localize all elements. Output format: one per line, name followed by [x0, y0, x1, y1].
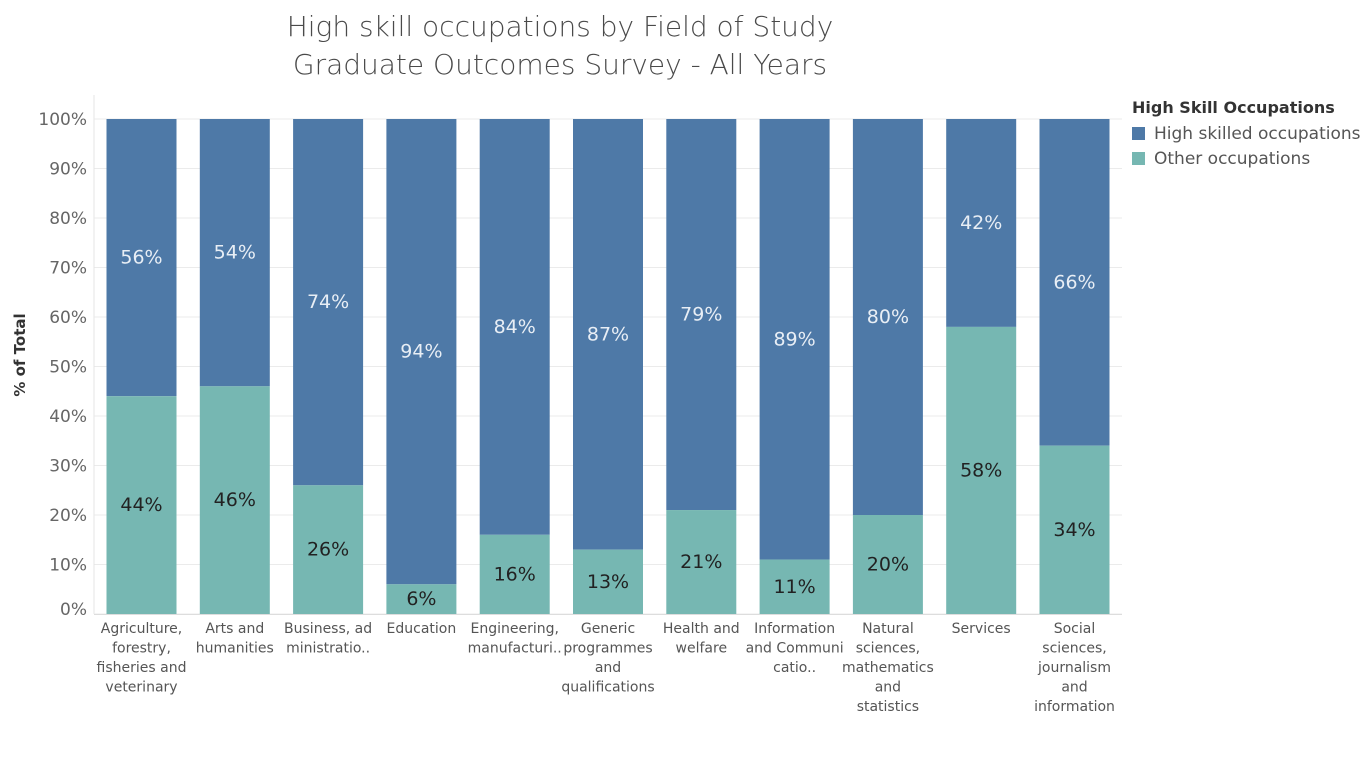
data-label-other: 34%	[1053, 519, 1095, 541]
legend-label-other: Other occupations	[1154, 148, 1311, 169]
bar-other	[573, 549, 643, 614]
bar-high-skilled	[106, 119, 177, 397]
data-label-other: 13%	[587, 571, 629, 593]
data-label-high-skilled: 84%	[494, 316, 536, 338]
chart-title: High skill occupations by Field of Study	[286, 10, 834, 43]
bar-high-skilled	[946, 119, 1017, 327]
chart-subtitle: Graduate Outcomes Survey - All Years	[292, 48, 828, 81]
data-label-high-skilled: 54%	[214, 242, 256, 264]
bar-other	[199, 386, 270, 614]
y-tick-label: 50%	[49, 358, 87, 378]
bar-high-skilled	[666, 119, 737, 511]
bar-other	[479, 534, 550, 614]
bar-other	[852, 515, 923, 614]
bar-high-skilled	[852, 119, 923, 515]
y-tick-label: 30%	[49, 457, 87, 477]
data-label-other: 20%	[867, 554, 909, 576]
y-tick-label: 100%	[38, 110, 87, 130]
y-tick-label: 70%	[49, 259, 87, 279]
bar-other	[386, 584, 457, 614]
x-tick-label: Information and Communi catio..	[746, 621, 844, 676]
bar-high-skilled	[1039, 119, 1110, 446]
x-tick-label: Engineering, manufacturi..	[468, 621, 562, 657]
legend-swatch-high-skilled	[1132, 127, 1145, 140]
data-label-high-skilled: 80%	[867, 306, 909, 328]
bar-other	[293, 485, 364, 614]
bar-other	[106, 396, 177, 614]
x-tick-label: Natural sciences, mathematics and statistics	[842, 621, 934, 715]
x-tick-label: Agriculture, forestry, fisheries and veteri…	[97, 621, 187, 696]
data-label-high-skilled: 94%	[400, 341, 442, 363]
bar-other	[946, 326, 1017, 614]
x-tick-label: Health and welfare	[663, 621, 740, 657]
bar-other	[1039, 445, 1110, 614]
data-label-other: 16%	[494, 563, 536, 585]
data-label-other: 11%	[773, 576, 815, 598]
x-tick-label: Business, ad ministratio..	[284, 621, 372, 657]
data-label-other: 21%	[680, 551, 722, 573]
data-label-high-skilled: 66%	[1053, 271, 1095, 293]
data-label-high-skilled: 42%	[960, 212, 1002, 234]
x-tick-label: Social sciences, journalism and information	[1034, 621, 1115, 715]
bar-high-skilled	[759, 119, 830, 560]
legend-label-high-skilled: High skilled occupations	[1154, 123, 1361, 144]
bar-high-skilled	[293, 119, 364, 486]
legend-swatch-other	[1132, 152, 1145, 165]
data-label-other: 26%	[307, 539, 349, 561]
bar-high-skilled	[386, 119, 457, 585]
x-tick-label: Generic programmes and qualifications	[561, 621, 654, 696]
y-tick-label: 20%	[49, 506, 87, 526]
legend: High Skill Occupations High skilled occu…	[1132, 98, 1361, 171]
data-label-high-skilled: 74%	[307, 291, 349, 313]
y-tick-label: 90%	[49, 160, 87, 180]
bar-other	[666, 510, 737, 614]
legend-title: High Skill Occupations	[1132, 98, 1335, 117]
x-tick-label: Services	[952, 621, 1011, 637]
data-label-other: 46%	[214, 489, 256, 511]
y-tick-label: 80%	[49, 209, 87, 229]
y-tick-label: 0%	[60, 600, 87, 620]
y-tick-label: 40%	[49, 407, 87, 427]
bar-high-skilled	[573, 119, 643, 550]
legend-item-high-skilled[interactable]: High skilled occupations	[1132, 121, 1361, 146]
data-label-high-skilled: 89%	[773, 328, 815, 350]
data-label-high-skilled: 56%	[120, 247, 162, 269]
data-label-other: 58%	[960, 459, 1002, 481]
bar-other	[759, 559, 830, 614]
bar-high-skilled	[199, 119, 270, 387]
data-label-high-skilled: 79%	[680, 304, 722, 326]
data-label-high-skilled: 87%	[587, 323, 629, 345]
data-label-other: 44%	[120, 494, 162, 516]
x-tick-label: Education	[387, 621, 457, 637]
y-tick-label: 60%	[49, 308, 87, 328]
data-label-other: 6%	[406, 588, 436, 610]
bar-high-skilled	[479, 119, 550, 535]
y-tick-label: 10%	[49, 556, 87, 576]
x-tick-label: Arts and humanities	[196, 621, 274, 657]
legend-item-other[interactable]: Other occupations	[1132, 146, 1361, 171]
